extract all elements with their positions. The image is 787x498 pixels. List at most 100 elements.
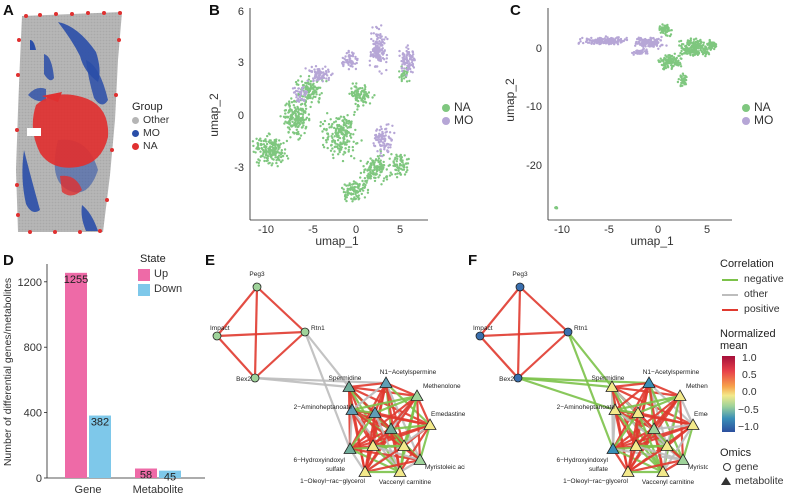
legend-item-label: other (744, 288, 768, 300)
umap-point (405, 166, 409, 169)
umap-point (708, 45, 711, 49)
umap-point (266, 150, 269, 153)
legend-item-label: NA (143, 140, 158, 152)
umap-point (286, 115, 289, 119)
network-edge (364, 458, 421, 474)
umap-point (352, 133, 355, 136)
umap-point (297, 117, 301, 121)
umap-point (349, 61, 352, 64)
umap-point (325, 71, 328, 75)
umap-point (707, 53, 711, 56)
umap-point (379, 140, 383, 143)
umap-point (374, 158, 378, 161)
umap-point (380, 165, 384, 168)
umap-point (603, 37, 606, 40)
umap-point (266, 134, 269, 138)
umap-point (263, 159, 266, 163)
umap-point (333, 150, 336, 153)
y-tick: 0 (536, 43, 542, 55)
umap-point (314, 71, 317, 74)
network-edge (648, 381, 681, 398)
umap-point (264, 148, 267, 152)
umap-point (354, 102, 357, 106)
umap-point (272, 149, 275, 152)
umap-point (303, 99, 306, 103)
network-edge (637, 394, 681, 415)
umap-point (356, 103, 360, 107)
metabolite-node (605, 380, 619, 392)
umap-point (378, 133, 382, 137)
umap-point (376, 138, 380, 142)
umap-point (352, 140, 355, 143)
umap-point (337, 117, 341, 120)
umap-point (293, 91, 296, 94)
umap-point (301, 117, 304, 121)
node-label: Methenolone (423, 383, 461, 390)
umap-point (677, 78, 680, 81)
network-edge (613, 409, 630, 473)
umap-point (322, 146, 326, 149)
umap-point (331, 72, 334, 75)
umap-point (406, 44, 409, 47)
umap-point (312, 86, 315, 89)
umap-point (405, 80, 409, 83)
umap-point (402, 163, 405, 166)
umap-point (301, 108, 305, 112)
umap-point (301, 95, 305, 98)
data-label: 58 (140, 470, 152, 482)
umap-point (401, 63, 404, 66)
umap-point (343, 133, 347, 137)
umap-point (400, 59, 403, 63)
metabolite-node (423, 418, 437, 430)
umap-point (692, 38, 696, 41)
legend-item-label: MO (754, 113, 774, 127)
umap-point (319, 86, 322, 90)
umap-point (674, 58, 677, 61)
umap-point (591, 39, 594, 42)
umap-point (293, 99, 296, 103)
legend-item-na: NA (132, 140, 169, 153)
umap-point (384, 131, 387, 134)
up-swatch (138, 268, 150, 281)
umap-point (669, 61, 672, 64)
umap-point (348, 140, 351, 143)
umap-point (265, 142, 269, 146)
umap-point (403, 63, 406, 66)
umap-point (673, 52, 676, 55)
umap-point (652, 36, 655, 40)
umap-point (300, 89, 304, 92)
umap-point (374, 133, 378, 137)
network-edge (647, 382, 685, 461)
umap-point (402, 74, 405, 77)
node-label: Emedastine (694, 411, 708, 418)
umap-point (379, 49, 383, 52)
umap-point (299, 75, 302, 78)
umap-point (300, 97, 303, 101)
umap-point (308, 117, 311, 121)
umap-point (369, 51, 372, 54)
y-tick-label: 800 (24, 342, 42, 354)
umap-point (634, 42, 638, 45)
network-edge (254, 331, 306, 379)
umap-point (616, 40, 620, 44)
metabolite-node (621, 465, 635, 477)
umap-point (274, 145, 277, 148)
umap-point (331, 153, 335, 156)
legend-item-label: gene (735, 461, 759, 473)
network-edge (372, 444, 421, 462)
umap-point (307, 82, 310, 86)
umap-point (632, 50, 636, 54)
umap-point (341, 159, 345, 163)
umap-point (686, 41, 689, 44)
umap-point (710, 44, 713, 48)
x-ticks: -10 -5 0 5 (258, 224, 403, 236)
umap-point (322, 71, 325, 74)
umap-point (370, 175, 373, 178)
umap-point (272, 143, 276, 146)
umap-point (401, 161, 404, 164)
network-e: Peg3 Impact Rtn1 Bex2 Spermidine N1−Acetylspe… (210, 271, 465, 486)
umap-point (331, 122, 334, 126)
umap-point (287, 131, 290, 134)
umap-c-points (554, 23, 718, 210)
umap-point (672, 56, 676, 59)
